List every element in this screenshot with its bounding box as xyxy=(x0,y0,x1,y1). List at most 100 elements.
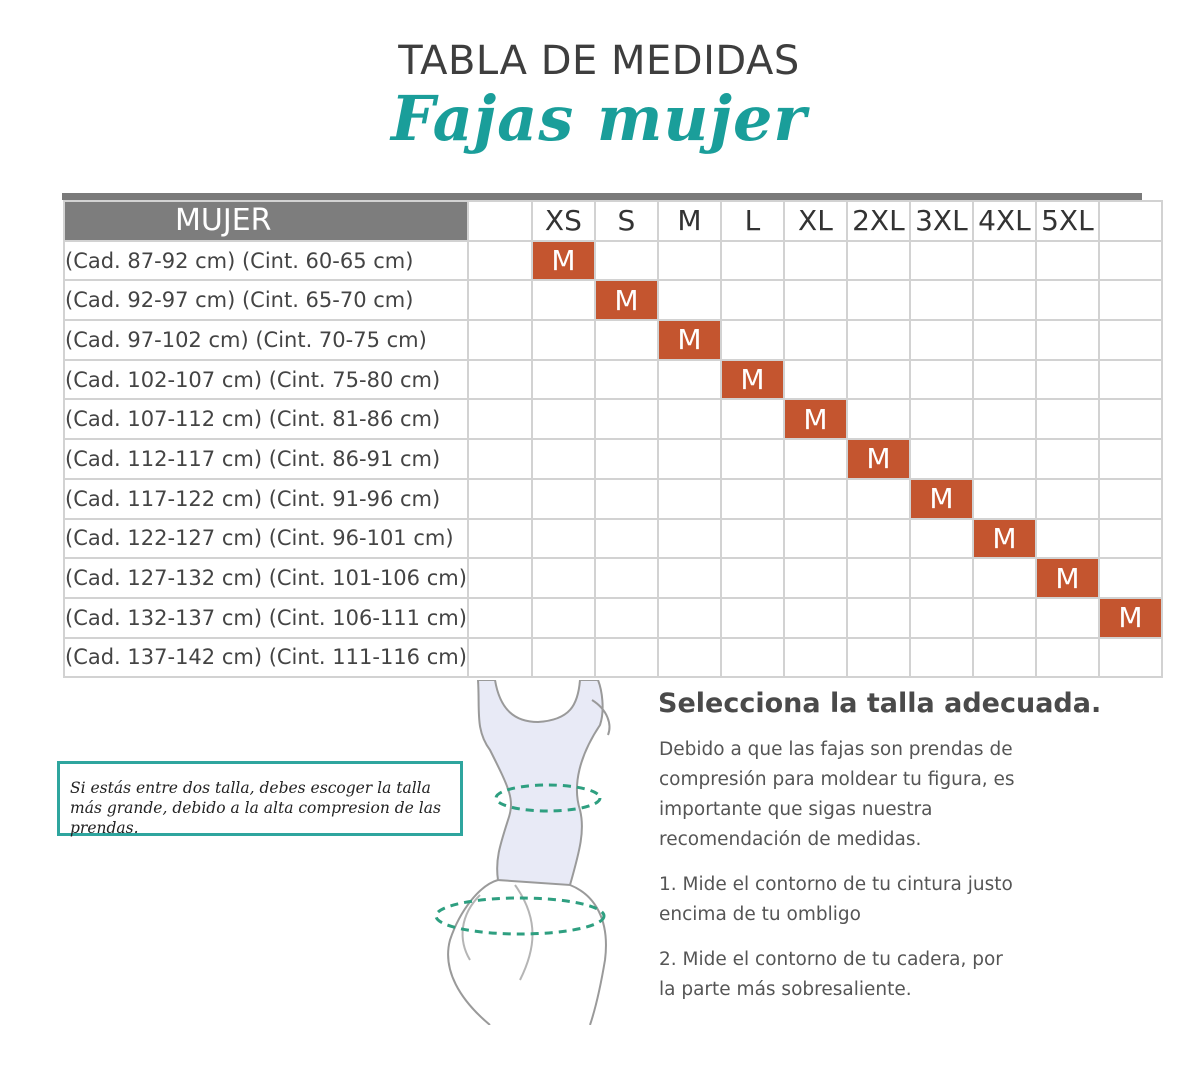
empty-size-cell xyxy=(530,358,596,401)
size-note: Si estás entre dos talla, debes escoger … xyxy=(57,761,463,837)
empty-size-cell xyxy=(782,358,848,401)
table-row: (Cad. 137-142 cm) (Cint. 111-116 cm) xyxy=(63,636,1163,679)
empty-size-cell xyxy=(1034,438,1100,480)
empty-size-cell xyxy=(845,279,911,322)
empty-size-cell xyxy=(656,596,722,639)
instructions-heading: Selecciona la talla adecuada. xyxy=(658,688,1102,719)
empty-size-cell xyxy=(1034,477,1100,520)
empty-size-cell xyxy=(971,596,1037,639)
size-header-4xl: 4XL xyxy=(971,200,1037,242)
empty-size-cell xyxy=(782,596,848,639)
table-row: (Cad. 102-107 cm) (Cint. 75-80 cm) M xyxy=(63,358,1163,401)
empty-size-cell xyxy=(971,636,1037,679)
empty-size-cell xyxy=(782,557,848,599)
empty-size-cell xyxy=(719,239,785,282)
empty-size-cell xyxy=(719,319,785,361)
empty-size-cell xyxy=(1097,398,1163,441)
empty-size-cell xyxy=(908,438,974,480)
body-figure-icon xyxy=(434,680,611,1025)
measurement-range: (Cad. 122-127 cm) (Cint. 96-101 cm) xyxy=(63,517,469,560)
empty-size-cell xyxy=(782,517,848,560)
empty-size-cell xyxy=(782,636,848,679)
measurement-range: (Cad. 102-107 cm) (Cint. 75-80 cm) xyxy=(63,358,469,401)
empty-size-cell xyxy=(656,517,722,560)
measurement-range: (Cad. 117-122 cm) (Cint. 91-96 cm) xyxy=(63,477,469,520)
empty-size-cell xyxy=(1034,517,1100,560)
empty-size-cell xyxy=(971,557,1037,599)
empty-size-cell xyxy=(845,517,911,560)
empty-size-cell xyxy=(908,517,974,560)
empty-size-cell xyxy=(530,477,596,520)
empty-size-cell xyxy=(656,279,722,322)
empty-size-cell xyxy=(845,557,911,599)
empty-size-cell xyxy=(1097,358,1163,401)
table-top-bar xyxy=(62,193,1142,200)
size-header-s: S xyxy=(593,200,659,242)
empty-size-cell xyxy=(782,438,848,480)
empty-size-cell xyxy=(656,358,722,401)
instructions-step-2: 2. Mide el contorno de tu cadera, por la… xyxy=(659,949,1003,1000)
empty-size-cell xyxy=(593,477,659,520)
size-header-3xl: 3XL xyxy=(908,200,974,242)
empty-size-cell xyxy=(530,398,596,441)
size-header-l: L xyxy=(719,200,785,242)
empty-size-cell xyxy=(1034,239,1100,282)
empty-size-cell xyxy=(845,636,911,679)
empty-size-cell xyxy=(845,319,911,361)
empty-size-cell xyxy=(908,636,974,679)
measurement-range: (Cad. 87-92 cm) (Cint. 60-65 cm) xyxy=(63,239,469,282)
instructions-intro: Debido a que las fajas son prendas de co… xyxy=(659,739,1015,850)
size-header-xs: XS xyxy=(530,200,596,242)
blank-cell xyxy=(466,557,533,599)
empty-size-cell xyxy=(908,319,974,361)
empty-size-cell xyxy=(530,319,596,361)
empty-size-cell xyxy=(782,477,848,520)
measure-tape-icon xyxy=(434,783,606,936)
empty-size-cell xyxy=(593,438,659,480)
table-row: (Cad. 127-132 cm) (Cint. 101-106 cm) M xyxy=(63,557,1163,599)
empty-size-cell xyxy=(1034,596,1100,639)
empty-size-cell xyxy=(593,319,659,361)
empty-size-cell xyxy=(971,279,1037,322)
empty-size-cell xyxy=(1097,517,1163,560)
size-chart-table: MUJER XS S M L XL 2XL 3XL 4XL 5XL (Cad. 87-92 cm… xyxy=(63,200,1163,679)
mujer-header: MUJER xyxy=(63,200,469,242)
empty-size-cell xyxy=(845,398,911,441)
empty-size-cell xyxy=(593,239,659,282)
empty-size-cell xyxy=(1097,438,1163,480)
empty-size-cell xyxy=(719,636,785,679)
empty-size-cell xyxy=(1034,279,1100,322)
size-mark: M xyxy=(719,358,785,401)
empty-size-cell xyxy=(1097,636,1163,679)
measurement-range: (Cad. 132-137 cm) (Cint. 106-111 cm) xyxy=(63,596,469,639)
size-mark: M xyxy=(593,279,659,322)
empty-size-cell xyxy=(971,239,1037,282)
empty-size-cell xyxy=(908,239,974,282)
size-header-blank xyxy=(1097,200,1163,242)
empty-size-cell xyxy=(782,319,848,361)
empty-size-cell xyxy=(656,398,722,441)
empty-size-cell xyxy=(530,279,596,322)
empty-size-cell xyxy=(971,438,1037,480)
empty-size-cell xyxy=(845,358,911,401)
empty-size-cell xyxy=(719,279,785,322)
empty-size-cell xyxy=(719,596,785,639)
empty-size-cell xyxy=(908,596,974,639)
empty-size-cell xyxy=(656,239,722,282)
table-row: (Cad. 87-92 cm) (Cint. 60-65 cm) M xyxy=(63,239,1163,282)
empty-size-cell xyxy=(1034,398,1100,441)
empty-size-cell xyxy=(719,477,785,520)
blank-header-cell xyxy=(466,200,533,242)
measurement-range: (Cad. 107-112 cm) (Cint. 81-86 cm) xyxy=(63,398,469,441)
page-title: TABLA DE MEDIDAS xyxy=(398,38,800,84)
empty-size-cell xyxy=(719,517,785,560)
blank-cell xyxy=(466,279,533,322)
measurement-range: (Cad. 92-97 cm) (Cint. 65-70 cm) xyxy=(63,279,469,322)
table-row: (Cad. 107-112 cm) (Cint. 81-86 cm) M xyxy=(63,398,1163,441)
empty-size-cell xyxy=(656,557,722,599)
size-mark: M xyxy=(530,239,596,282)
size-table-body: (Cad. 87-92 cm) (Cint. 60-65 cm) M (Cad. 9… xyxy=(63,239,1163,679)
empty-size-cell xyxy=(908,398,974,441)
empty-size-cell xyxy=(1097,239,1163,282)
empty-size-cell xyxy=(1097,319,1163,361)
